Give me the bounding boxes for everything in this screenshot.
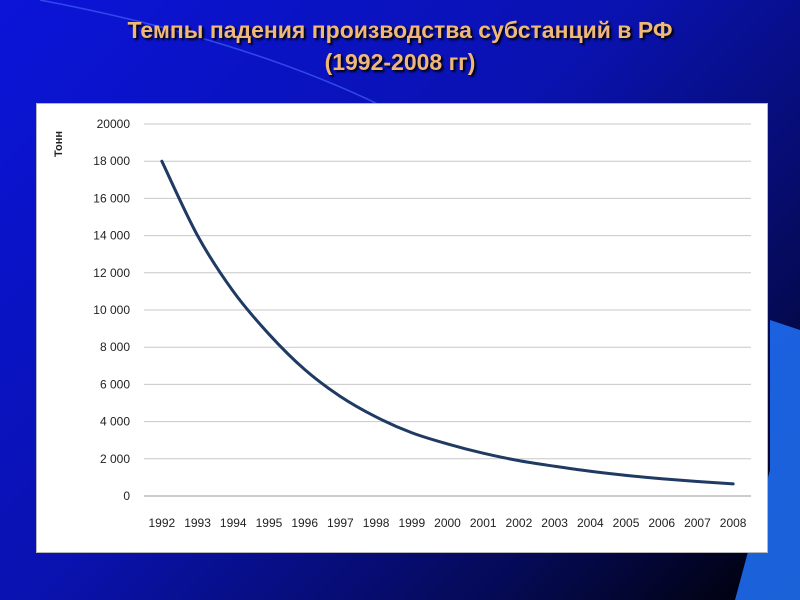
data-point [554, 465, 556, 467]
data-point [661, 478, 663, 480]
data-point [696, 480, 698, 482]
x-tick-label: 1998 [363, 516, 390, 530]
x-tick-label: 1996 [291, 516, 318, 530]
data-point [625, 474, 627, 476]
data-point [732, 483, 734, 485]
y-tick-label: 10 000 [93, 303, 130, 317]
y-axis-label: Тонн [53, 131, 65, 157]
data-point [447, 443, 448, 445]
y-axis-ticks: 0 2 000 4 000 6 000 8 000 10 000 12 000 14 000 1… [93, 117, 130, 503]
chart-panel: 0 2 000 4 000 6 000 8 000 10 000 12 000 14 000 1… [36, 103, 768, 553]
line-chart: 0 2 000 4 000 6 000 8 000 10 000 12 000 14 000 1… [53, 117, 751, 530]
y-tick-label: 12 000 [93, 266, 130, 280]
y-tick-label: 4 000 [100, 415, 130, 429]
data-point [482, 452, 484, 454]
data-point [304, 369, 306, 371]
x-tick-label: 2007 [684, 516, 711, 530]
gridlines [144, 123, 751, 497]
data-point [518, 460, 520, 462]
y-tick-label: 14 000 [93, 229, 130, 243]
y-tick-label: 8 000 [100, 340, 130, 354]
y-tick-label: 2 000 [100, 452, 130, 466]
x-tick-label: 2005 [613, 516, 640, 530]
data-point [411, 432, 413, 434]
x-axis-ticks: 1992 1993 1994 1995 1996 1997 1998 1999 2000 2001… [149, 516, 747, 530]
data-point [268, 333, 270, 335]
x-tick-label: 2008 [720, 516, 747, 530]
x-tick-label: 1993 [184, 516, 211, 530]
slide-title: Темпы падения производства субстанций в … [0, 14, 800, 78]
y-tick-label: 18 000 [93, 154, 130, 168]
series-line [160, 159, 735, 486]
data-point [339, 395, 341, 397]
series-layer [160, 159, 735, 486]
y-tick-label: 0 [123, 489, 130, 503]
x-tick-label: 1999 [398, 516, 425, 530]
x-tick-label: 2002 [506, 516, 533, 530]
x-tick-label: 2003 [541, 516, 568, 530]
x-tick-label: 1995 [256, 516, 283, 530]
x-tick-label: 1997 [327, 516, 354, 530]
data-point [589, 470, 591, 472]
slide-title-line-2: (1992-2008 гг) [324, 49, 476, 75]
data-point [375, 416, 377, 418]
x-tick-label: 1992 [149, 516, 176, 530]
y-tick-label: 16 000 [93, 191, 130, 205]
x-tick-label: 2006 [648, 516, 675, 530]
x-tick-label: 2000 [434, 516, 461, 530]
data-point [161, 160, 163, 162]
x-tick-label: 1994 [220, 516, 247, 530]
data-point [232, 290, 234, 292]
data-point [197, 235, 199, 237]
slide-title-line-1: Темпы падения производства субстанций в … [127, 17, 673, 43]
y-tick-label: 20000 [97, 117, 131, 131]
x-tick-label: 2001 [470, 516, 497, 530]
y-tick-label: 6 000 [100, 377, 130, 391]
x-tick-label: 2004 [577, 516, 604, 530]
